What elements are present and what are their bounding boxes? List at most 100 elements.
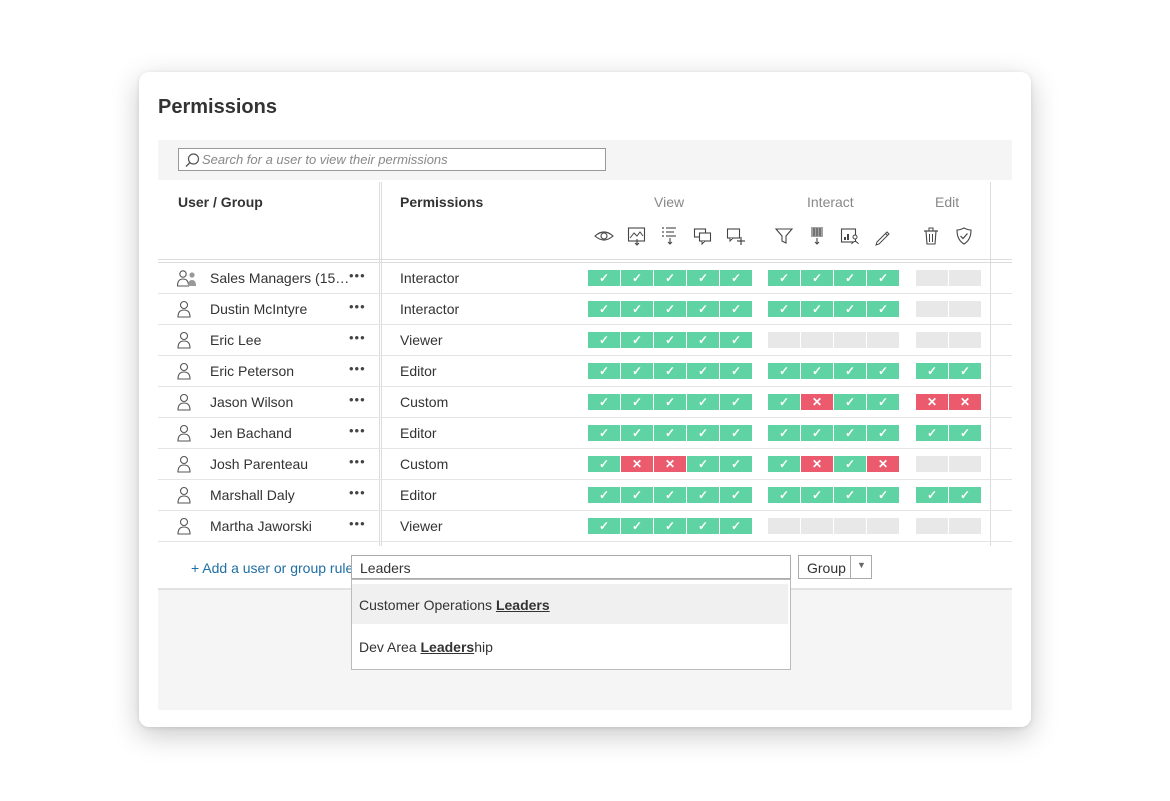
table-row[interactable]: Jason Wilson ••• Custom ✓ ✓ ✓ ✓ ✓ ✓ ✕ ✓ ✓ ✕ ✕	[158, 386, 1012, 418]
more-actions-icon[interactable]: •••	[349, 299, 366, 314]
interact-capability-cell[interactable]: ✓	[801, 363, 833, 379]
view-capability-cell[interactable]: ✓	[687, 487, 719, 503]
interact-capability-cell[interactable]: ✓	[834, 301, 866, 317]
view-capability-cell[interactable]: ✓	[654, 487, 686, 503]
view-capability-cell[interactable]: ✓	[687, 425, 719, 441]
interact-capability-cell[interactable]: ✓	[768, 301, 800, 317]
interact-capability-cell[interactable]: ✓	[768, 394, 800, 410]
edit-capability-cell[interactable]: ✓	[949, 425, 981, 441]
table-row[interactable]: Eric Peterson ••• Editor ✓ ✓ ✓ ✓ ✓ ✓ ✓ ✓ ✓ ✓ ✓	[158, 355, 1012, 387]
more-actions-icon[interactable]: •••	[349, 485, 366, 500]
interact-capability-cell[interactable]: ✓	[768, 487, 800, 503]
view-capability-cell[interactable]: ✓	[687, 394, 719, 410]
view-capability-cell[interactable]: ✓	[720, 332, 752, 348]
more-actions-icon[interactable]: •••	[349, 454, 366, 469]
view-capability-cell[interactable]: ✓	[588, 394, 620, 410]
view-capability-cell[interactable]: ✓	[687, 363, 719, 379]
view-capability-cell[interactable]: ✓	[720, 518, 752, 534]
interact-capability-cell[interactable]: ✓	[867, 301, 899, 317]
edit-capability-cell[interactable]	[949, 518, 981, 534]
table-row[interactable]: Marshall Daly ••• Editor ✓ ✓ ✓ ✓ ✓ ✓ ✓ ✓ ✓ ✓ ✓	[158, 479, 1012, 511]
more-actions-icon[interactable]: •••	[349, 516, 366, 531]
view-capability-cell[interactable]: ✓	[621, 518, 653, 534]
interact-capability-cell[interactable]: ✓	[867, 363, 899, 379]
view-capability-cell[interactable]: ✓	[621, 301, 653, 317]
interact-capability-cell[interactable]: ✓	[768, 456, 800, 472]
permissions-header[interactable]: Permissions	[400, 194, 484, 210]
table-row[interactable]: Jen Bachand ••• Editor ✓ ✓ ✓ ✓ ✓ ✓ ✓ ✓ ✓ ✓ ✓	[158, 417, 1012, 449]
view-capability-cell[interactable]: ✓	[588, 487, 620, 503]
table-row[interactable]: Sales Managers (15… ••• Interactor ✓ ✓ ✓ ✓ ✓…	[158, 262, 1012, 294]
role-label[interactable]: Editor	[400, 425, 437, 441]
interact-capability-cell[interactable]: ✓	[801, 301, 833, 317]
interact-capability-cell[interactable]: ✕	[801, 394, 833, 410]
view-capability-cell[interactable]: ✓	[687, 456, 719, 472]
role-label[interactable]: Custom	[400, 456, 449, 472]
view-capability-cell[interactable]: ✓	[720, 301, 752, 317]
view-capability-cell[interactable]: ✓	[588, 363, 620, 379]
interact-capability-cell[interactable]: ✓	[834, 270, 866, 286]
view-capability-cell[interactable]: ✓	[687, 518, 719, 534]
edit-capability-cell[interactable]	[949, 456, 981, 472]
interact-capability-cell[interactable]	[768, 518, 800, 534]
more-actions-icon[interactable]: •••	[349, 268, 366, 283]
view-capability-cell[interactable]: ✓	[588, 332, 620, 348]
interact-capability-cell[interactable]: ✓	[801, 487, 833, 503]
edit-capability-cell[interactable]: ✓	[916, 363, 948, 379]
view-capability-cell[interactable]: ✓	[654, 270, 686, 286]
interact-capability-cell[interactable]: ✕	[801, 456, 833, 472]
table-row[interactable]: Eric Lee ••• Viewer ✓ ✓ ✓ ✓ ✓	[158, 324, 1012, 356]
view-capability-cell[interactable]: ✓	[654, 301, 686, 317]
edit-capability-cell[interactable]: ✓	[916, 425, 948, 441]
user-group-header[interactable]: User / Group	[178, 194, 263, 210]
edit-capability-cell[interactable]	[916, 301, 948, 317]
role-label[interactable]: Custom	[400, 394, 449, 410]
role-label[interactable]: Editor	[400, 363, 437, 379]
view-capability-cell[interactable]: ✕	[621, 456, 653, 472]
view-capability-cell[interactable]: ✓	[621, 270, 653, 286]
view-capability-cell[interactable]: ✓	[654, 518, 686, 534]
view-capability-cell[interactable]: ✓	[588, 425, 620, 441]
suggestion-item[interactable]: Customer Operations Leaders	[352, 584, 788, 624]
view-capability-cell[interactable]: ✓	[720, 487, 752, 503]
view-capability-cell[interactable]: ✓	[687, 270, 719, 286]
view-capability-cell[interactable]: ✓	[654, 425, 686, 441]
view-capability-cell[interactable]: ✓	[588, 518, 620, 534]
view-capability-cell[interactable]: ✓	[621, 394, 653, 410]
interact-capability-cell[interactable]	[834, 518, 866, 534]
interact-capability-cell[interactable]	[867, 332, 899, 348]
edit-capability-cell[interactable]: ✓	[916, 487, 948, 503]
interact-capability-cell[interactable]: ✓	[768, 425, 800, 441]
interact-capability-cell[interactable]: ✓	[768, 270, 800, 286]
view-capability-cell[interactable]: ✓	[621, 487, 653, 503]
view-capability-cell[interactable]: ✓	[720, 456, 752, 472]
view-capability-cell[interactable]: ✓	[621, 332, 653, 348]
interact-capability-cell[interactable]: ✓	[768, 363, 800, 379]
role-label[interactable]: Interactor	[400, 270, 460, 286]
interact-capability-cell[interactable]: ✓	[867, 487, 899, 503]
add-rule-input[interactable]: Leaders	[351, 555, 791, 579]
interact-capability-cell[interactable]	[801, 332, 833, 348]
more-actions-icon[interactable]: •••	[349, 330, 366, 345]
edit-capability-cell[interactable]	[916, 518, 948, 534]
more-actions-icon[interactable]: •••	[349, 392, 366, 407]
view-capability-cell[interactable]: ✓	[654, 394, 686, 410]
view-capability-cell[interactable]: ✓	[588, 301, 620, 317]
view-capability-cell[interactable]: ✓	[720, 425, 752, 441]
edit-capability-cell[interactable]	[916, 456, 948, 472]
interact-capability-cell[interactable]: ✓	[867, 425, 899, 441]
view-capability-cell[interactable]: ✓	[621, 363, 653, 379]
edit-capability-cell[interactable]	[916, 332, 948, 348]
role-label[interactable]: Interactor	[400, 301, 460, 317]
suggestion-item[interactable]: Dev Area Leadership	[352, 626, 788, 666]
view-capability-cell[interactable]: ✓	[588, 456, 620, 472]
edit-capability-cell[interactable]	[949, 332, 981, 348]
table-row[interactable]: Josh Parenteau ••• Custom ✓ ✕ ✕ ✓ ✓ ✓ ✕ ✓ ✕	[158, 448, 1012, 480]
edit-capability-cell[interactable]: ✓	[949, 363, 981, 379]
view-capability-cell[interactable]: ✓	[720, 394, 752, 410]
view-capability-cell[interactable]: ✓	[687, 301, 719, 317]
interact-capability-cell[interactable]: ✓	[834, 456, 866, 472]
search-input[interactable]	[202, 150, 592, 169]
view-capability-cell[interactable]: ✓	[720, 270, 752, 286]
interact-capability-cell[interactable]	[801, 518, 833, 534]
